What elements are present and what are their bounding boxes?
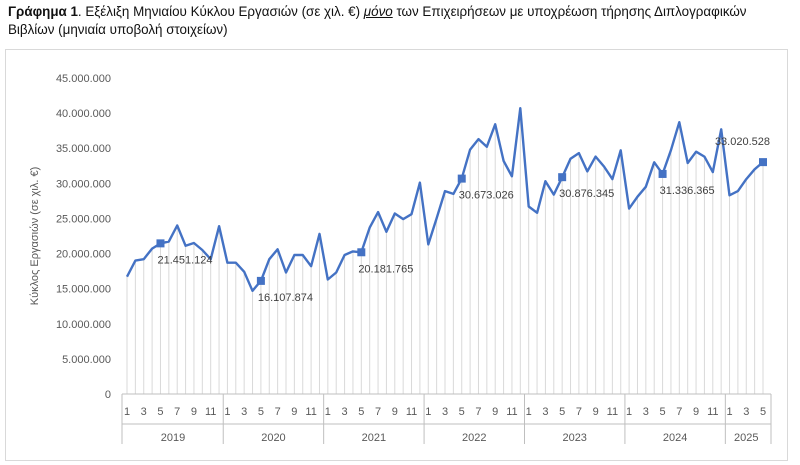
month-tick-label: 9 (191, 406, 197, 418)
month-tick-label: 9 (693, 406, 699, 418)
month-tick-label: 11 (205, 406, 216, 418)
data-marker (156, 239, 165, 248)
month-tick-label: 1 (626, 406, 632, 418)
month-tick-label: 7 (475, 406, 481, 418)
data-marker (658, 169, 667, 178)
data-label: 30.876.345 (559, 188, 614, 200)
month-tick-label: 5 (760, 406, 766, 418)
month-tick-label: 9 (291, 406, 297, 418)
month-tick-label: 11 (707, 406, 718, 418)
caption-text-after: των Επιχειρήσεων με υποχρέωση τήρησης Δι… (8, 4, 747, 37)
y-tick-label: 25.000.000 (56, 213, 111, 225)
month-tick-label: 3 (241, 406, 247, 418)
month-tick-label: 7 (174, 406, 180, 418)
month-tick-label: 3 (442, 406, 448, 418)
month-tick-label: 1 (224, 406, 230, 418)
month-tick-label: 1 (726, 406, 732, 418)
month-tick-label: 1 (425, 406, 431, 418)
month-tick-label: 5 (157, 406, 163, 418)
y-tick-label: 15.000.000 (56, 284, 111, 296)
month-tick-label: 7 (375, 406, 381, 418)
chart-frame (5, 49, 788, 461)
data-label: 33.020.528 (715, 136, 770, 148)
year-label: 2022 (462, 432, 486, 444)
month-tick-label: 3 (342, 406, 348, 418)
month-tick-label: 5 (358, 406, 364, 418)
year-label: 2021 (362, 432, 386, 444)
chart-caption: Γράφημα 1. Εξέλιξη Μηνιαίου Κύκλου Εργασ… (8, 3, 793, 39)
year-label: 2020 (261, 432, 285, 444)
month-tick-label: 11 (305, 406, 316, 418)
y-tick-label: 35.000.000 (56, 143, 111, 155)
month-tick-label: 11 (406, 406, 417, 418)
month-tick-label: 5 (660, 406, 666, 418)
data-label: 16.107.874 (258, 292, 313, 304)
month-tick-label: 9 (392, 406, 398, 418)
year-label: 2024 (663, 432, 687, 444)
month-tick-label: 5 (459, 406, 465, 418)
data-label: 31.336.365 (660, 185, 715, 197)
y-tick-label: 45.000.000 (56, 73, 111, 85)
y-tick-label: 40.000.000 (56, 108, 111, 120)
month-tick-label: 1 (124, 406, 130, 418)
month-tick-label: 5 (559, 406, 565, 418)
y-tick-label: 5.000.000 (62, 354, 111, 366)
month-tick-label: 3 (643, 406, 649, 418)
y-tick-label: 10.000.000 (56, 319, 111, 331)
data-label: 20.181.765 (358, 263, 413, 275)
data-marker (357, 248, 366, 257)
series-line (125, 106, 764, 292)
month-tick-label: 3 (141, 406, 147, 418)
month-tick-label: 1 (325, 406, 331, 418)
month-tick-label: 11 (607, 406, 618, 418)
data-marker (457, 174, 466, 183)
month-tick-label: 9 (593, 406, 599, 418)
y-tick-label: 30.000.000 (56, 178, 111, 190)
month-tick-label: 7 (676, 406, 682, 418)
month-tick-label: 7 (576, 406, 582, 418)
year-label: 2019 (161, 432, 185, 444)
data-marker (759, 158, 767, 167)
month-tick-label: 7 (275, 406, 281, 418)
y-tick-label: 20.000.000 (56, 249, 111, 261)
month-tick-label: 11 (506, 406, 517, 418)
y-tick-label: 0 (105, 389, 111, 401)
y-axis-title: Κύκλος Εργασιών (σε χιλ. €) (29, 167, 41, 306)
year-label: 2025 (734, 432, 758, 444)
caption-emphasis: μόνο (363, 4, 393, 19)
caption-label: Γράφημα 1 (8, 4, 78, 19)
month-tick-label: 3 (542, 406, 548, 418)
month-tick-label: 9 (492, 406, 498, 418)
data-marker (558, 173, 567, 182)
month-tick-label: 5 (258, 406, 264, 418)
data-label: 30.673.026 (459, 190, 514, 202)
data-label: 21.451.124 (157, 254, 212, 266)
month-tick-label: 3 (743, 406, 749, 418)
caption-text-before: . Εξέλιξη Μηνιαίου Κύκλου Εργασιών (σε χ… (77, 4, 364, 19)
data-marker (256, 276, 265, 285)
year-label: 2023 (562, 432, 586, 444)
month-tick-label: 1 (526, 406, 532, 418)
